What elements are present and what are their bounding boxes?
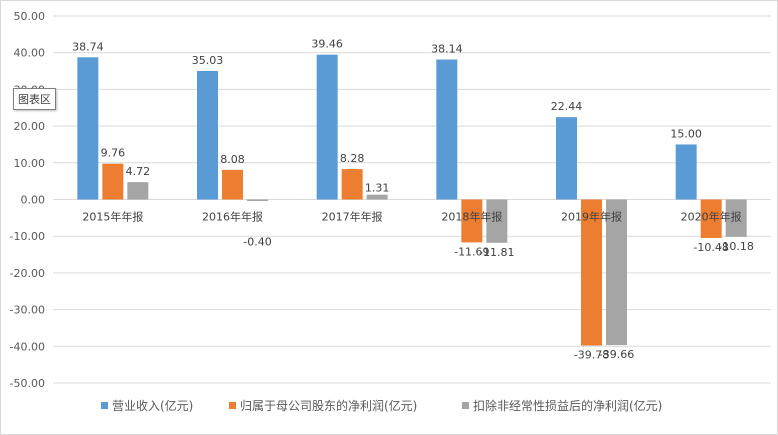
data-label: 39.46 [311, 38, 343, 51]
data-label: -10.18 [718, 240, 753, 253]
category-label: 2015年年报 [82, 210, 143, 224]
data-label: -39.66 [599, 348, 634, 361]
data-label: 22.44 [551, 100, 583, 113]
y-tick-label: -30.00 [10, 304, 45, 317]
bar [606, 199, 627, 346]
y-tick-label: 20.00 [14, 120, 46, 133]
legend-swatch [462, 402, 469, 409]
data-label: -11.69 [454, 245, 489, 258]
legend-label: 营业收入(亿元) [112, 398, 193, 413]
bar [556, 117, 577, 200]
bar [366, 194, 388, 200]
y-tick-label: -20.00 [10, 267, 45, 280]
category-label: 2019年年报 [561, 210, 622, 224]
bar [222, 169, 243, 200]
legend-label: 扣除非经常性损益后的净利润(亿元) [473, 398, 662, 413]
bar [247, 199, 268, 201]
data-label: -0.40 [243, 236, 271, 249]
y-tick-label: 0.00 [21, 194, 46, 207]
data-label: 38.14 [431, 43, 463, 56]
y-tick-label: -40.00 [10, 340, 45, 353]
data-label: 4.72 [126, 165, 151, 178]
data-label: -10.48 [693, 241, 728, 254]
legend-swatch [229, 402, 236, 409]
data-label: -39.78 [574, 348, 609, 361]
y-tick-label: 10.00 [14, 157, 46, 170]
chart-area-tooltip: 图表区 [13, 88, 56, 110]
y-tick-label: -50.00 [10, 377, 45, 390]
bar [341, 169, 363, 200]
bar [675, 144, 697, 200]
y-tick-label: -10.00 [10, 230, 45, 243]
category-label: 2016年年报 [202, 210, 263, 224]
bar [725, 199, 747, 237]
category-label: 2018年年报 [441, 210, 502, 224]
bar [700, 199, 722, 238]
data-label: -11.81 [479, 246, 514, 259]
category-label: 2017年年报 [322, 210, 383, 224]
bar [461, 199, 483, 243]
data-label: 38.74 [72, 40, 104, 53]
data-label: 8.08 [220, 153, 245, 166]
bar [581, 199, 602, 346]
bar [102, 163, 124, 200]
legend-swatch [101, 402, 108, 409]
legend-label: 归属于母公司股东的净利润(亿元) [240, 398, 417, 413]
bar [486, 199, 508, 243]
data-label: 8.28 [340, 152, 365, 165]
bar [77, 57, 99, 200]
data-label: 1.31 [365, 182, 390, 195]
y-tick-label: 40.00 [14, 47, 46, 60]
bar [127, 182, 149, 200]
data-label: 35.03 [192, 54, 224, 67]
y-tick-label: 50.00 [14, 10, 46, 23]
bar [197, 70, 218, 200]
category-label: 2020年年报 [681, 210, 742, 224]
data-label: 9.76 [101, 147, 126, 160]
bar [436, 59, 458, 200]
bar [316, 54, 338, 200]
data-label: 15.00 [670, 127, 702, 140]
